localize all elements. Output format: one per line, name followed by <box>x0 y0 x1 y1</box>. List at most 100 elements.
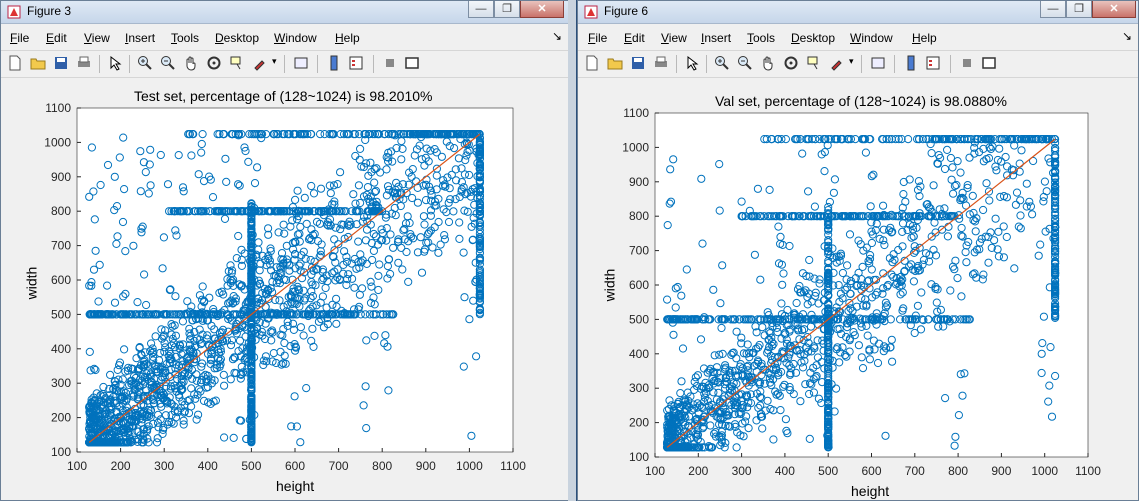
data-point <box>715 160 724 169</box>
link-plot-icon[interactable] <box>870 55 886 71</box>
hide-plot-tools-icon[interactable] <box>959 55 975 71</box>
data-point <box>288 203 297 212</box>
open-file-icon[interactable] <box>30 55 46 71</box>
show-plot-tools-icon[interactable] <box>404 55 420 71</box>
data-point <box>341 207 350 216</box>
data-point <box>374 285 383 295</box>
data-point <box>271 295 280 305</box>
y-tick-label: 100 <box>629 450 649 464</box>
menu-edit[interactable]: Edit <box>46 31 67 45</box>
save-icon[interactable] <box>53 55 69 71</box>
new-figure-icon[interactable] <box>7 55 23 71</box>
brush-icon[interactable] <box>252 55 268 71</box>
data-point <box>739 349 749 358</box>
title-bar[interactable]: Figure 3 — ❐ ✕ <box>1 1 568 24</box>
data-point <box>362 259 371 268</box>
hide-plot-tools-icon[interactable] <box>382 55 398 71</box>
menu-file[interactable]: File <box>588 31 608 45</box>
rotate-3d-icon[interactable] <box>206 55 222 71</box>
zoom-out-icon[interactable] <box>160 55 176 71</box>
data-point <box>112 407 121 416</box>
data-point <box>355 155 364 164</box>
minimize-button[interactable]: — <box>1040 1 1066 18</box>
plot-axes[interactable] <box>77 108 513 452</box>
data-point <box>475 130 484 139</box>
legend-icon[interactable] <box>925 55 941 71</box>
data-point <box>237 261 246 270</box>
data-point <box>356 310 365 319</box>
menu-window[interactable]: Window <box>274 31 317 45</box>
menu-file[interactable]: File <box>10 31 30 45</box>
show-plot-tools-icon[interactable] <box>981 55 997 71</box>
menu-insert[interactable]: Insert <box>701 31 732 45</box>
minimize-button[interactable]: — <box>468 1 494 18</box>
data-point <box>803 333 812 342</box>
menu-tools[interactable]: Tools <box>747 31 776 45</box>
pan-hand-icon[interactable] <box>183 55 199 71</box>
data-point <box>302 219 311 229</box>
brush-icon[interactable] <box>829 55 845 71</box>
data-point <box>462 138 471 147</box>
menu-window[interactable]: Window <box>850 31 893 45</box>
data-point <box>261 319 270 328</box>
data-point <box>208 341 217 350</box>
menu-help[interactable]: Help <box>912 31 937 45</box>
colorbar-icon[interactable] <box>326 55 342 71</box>
maximize-button[interactable]: ❐ <box>1066 1 1092 18</box>
data-point <box>318 275 327 285</box>
data-point <box>146 145 155 154</box>
colorbar-icon[interactable] <box>903 55 919 71</box>
pan-hand-icon[interactable] <box>760 55 776 71</box>
link-plot-icon[interactable] <box>293 55 309 71</box>
save-icon[interactable] <box>630 55 646 71</box>
data-point <box>359 401 368 410</box>
data-point <box>970 248 979 257</box>
data-point <box>824 408 833 417</box>
data-point <box>824 212 833 222</box>
menu-help[interactable]: Help <box>335 31 360 45</box>
data-point <box>132 379 141 388</box>
open-file-icon[interactable] <box>607 55 623 71</box>
menu-tools[interactable]: Tools <box>171 31 200 45</box>
close-button[interactable]: ✕ <box>1092 1 1136 18</box>
data-point <box>897 135 906 144</box>
menu-desktop[interactable]: Desktop <box>791 31 836 45</box>
data-point <box>857 293 866 303</box>
brush-dropdown-icon[interactable]: ▾ <box>272 56 277 66</box>
plot-axes[interactable] <box>655 113 1088 457</box>
data-point <box>1007 135 1016 144</box>
menu-dock-arrow-icon[interactable]: ↘ <box>1121 29 1132 43</box>
edit-plot-arrow-icon[interactable] <box>684 55 700 71</box>
zoom-in-icon[interactable] <box>137 55 153 71</box>
zoom-in-icon[interactable] <box>714 55 730 71</box>
data-point <box>432 171 441 180</box>
zoom-out-icon[interactable] <box>737 55 753 71</box>
menu-view[interactable]: View <box>661 31 687 45</box>
data-point <box>460 170 469 179</box>
data-point <box>316 184 326 193</box>
maximize-button[interactable]: ❐ <box>494 1 520 18</box>
legend-icon[interactable] <box>348 55 364 71</box>
figure-window: Figure 6 — ❐ ✕ File Edit View Insert Too… <box>577 0 1139 501</box>
menu-insert[interactable]: Insert <box>125 31 156 45</box>
menu-dock-arrow-icon[interactable]: ↘ <box>551 29 562 43</box>
data-cursor-icon[interactable] <box>229 55 245 71</box>
data-point <box>248 263 257 273</box>
close-button[interactable]: ✕ <box>520 1 564 18</box>
print-icon[interactable] <box>76 55 92 71</box>
menu-view[interactable]: View <box>84 31 110 45</box>
new-figure-icon[interactable] <box>584 55 600 71</box>
edit-plot-arrow-icon[interactable] <box>107 55 123 71</box>
data-point <box>205 341 214 350</box>
menu-edit[interactable]: Edit <box>624 31 645 45</box>
rotate-3d-icon[interactable] <box>783 55 799 71</box>
brush-dropdown-icon[interactable]: ▾ <box>849 56 854 66</box>
data-point <box>122 394 132 403</box>
data-point <box>266 247 275 256</box>
title-bar[interactable]: Figure 6 — ❐ ✕ <box>578 1 1138 24</box>
data-point <box>299 286 308 295</box>
print-icon[interactable] <box>653 55 669 71</box>
menu-desktop[interactable]: Desktop <box>215 31 260 45</box>
data-point <box>274 228 283 237</box>
data-cursor-icon[interactable] <box>806 55 822 71</box>
